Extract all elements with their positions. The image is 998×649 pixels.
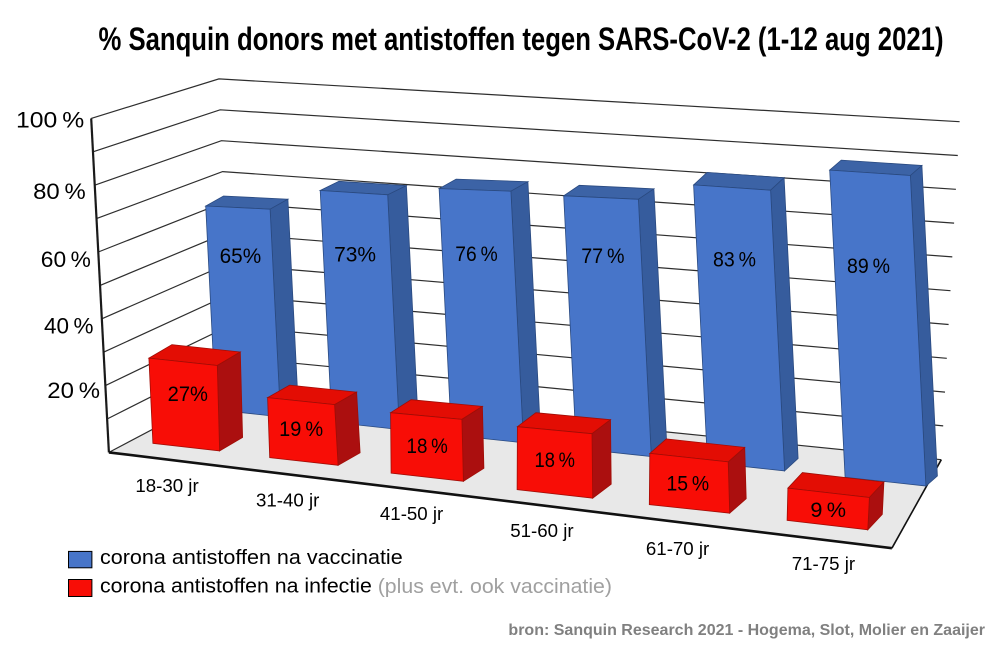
svg-text:15 %: 15 %: [666, 472, 709, 496]
svg-text:76 %: 76 %: [455, 242, 497, 266]
svg-text:40 %: 40 %: [44, 314, 94, 339]
svg-text:31-40 jr: 31-40 jr: [256, 490, 319, 511]
svg-text:% Sanquin donors met antistoff: % Sanquin donors met antistoffen tegen S…: [99, 21, 944, 57]
svg-text:100 %: 100 %: [16, 107, 84, 132]
svg-text:18-30 jr: 18-30 jr: [135, 475, 198, 496]
svg-text:18 %: 18 %: [407, 434, 448, 458]
svg-text:9 %: 9 %: [810, 498, 846, 522]
svg-text:65%: 65%: [220, 244, 262, 268]
svg-text:83 %: 83 %: [713, 247, 756, 271]
svg-text:51-60 jr: 51-60 jr: [510, 520, 573, 541]
svg-text:corona antistoffen na infectie: corona antistoffen na infectie (plus evt…: [100, 574, 612, 597]
svg-text:73%: 73%: [334, 243, 376, 267]
svg-text:20 %: 20 %: [47, 378, 100, 403]
svg-text:71-75 jr: 71-75 jr: [792, 553, 855, 574]
svg-text:77 %: 77 %: [581, 244, 624, 268]
svg-text:19 %: 19 %: [279, 417, 323, 441]
svg-text:60 %: 60 %: [41, 247, 91, 272]
svg-text:27%: 27%: [168, 382, 208, 406]
svg-text:61-70 jr: 61-70 jr: [646, 538, 709, 559]
svg-text:41-50 jr: 41-50 jr: [380, 503, 443, 524]
svg-text:18 %: 18 %: [535, 448, 575, 472]
svg-text:89 %: 89 %: [847, 254, 890, 278]
svg-text:corona antistoffen na vaccinat: corona antistoffen na vaccinatie: [100, 546, 403, 569]
svg-text:80 %: 80 %: [33, 179, 86, 204]
svg-text:bron: Sanquin Research 2021 -: bron: Sanquin Research 2021 - Hogema, Sl…: [508, 622, 985, 639]
